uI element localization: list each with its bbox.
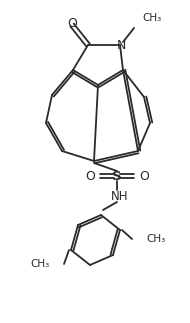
Text: N: N (116, 38, 126, 51)
Text: CH₃: CH₃ (146, 234, 165, 244)
Text: CH₃: CH₃ (31, 259, 50, 269)
Text: O: O (85, 170, 95, 182)
Text: S: S (112, 170, 122, 182)
Text: NH: NH (111, 190, 129, 203)
Text: O: O (67, 16, 77, 29)
Text: O: O (139, 170, 149, 182)
Text: CH₃: CH₃ (142, 13, 161, 23)
